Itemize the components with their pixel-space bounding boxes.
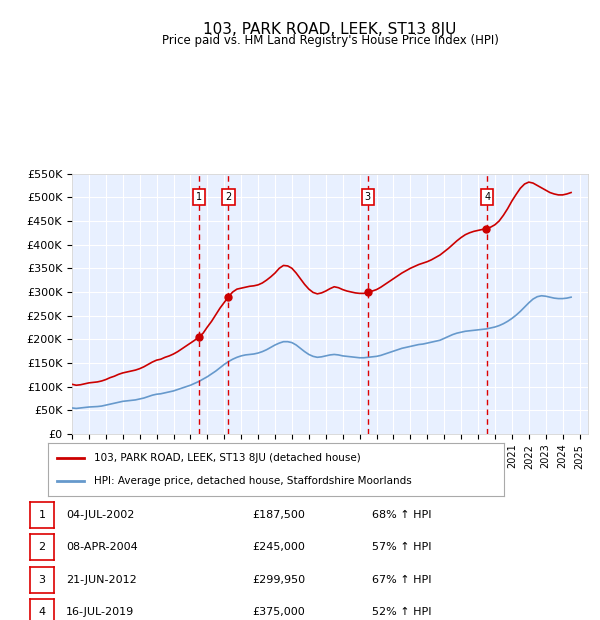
Text: 3: 3	[38, 575, 46, 585]
Text: 4: 4	[38, 607, 46, 617]
Text: 1: 1	[196, 192, 202, 202]
Text: 103, PARK ROAD, LEEK, ST13 8JU (detached house): 103, PARK ROAD, LEEK, ST13 8JU (detached…	[94, 453, 361, 463]
Text: £245,000: £245,000	[252, 542, 305, 552]
Text: 08-APR-2004: 08-APR-2004	[66, 542, 138, 552]
Text: 57% ↑ HPI: 57% ↑ HPI	[372, 542, 431, 552]
Text: £187,500: £187,500	[252, 510, 305, 520]
Text: 4: 4	[484, 192, 490, 202]
Text: 21-JUN-2012: 21-JUN-2012	[66, 575, 137, 585]
Text: 3: 3	[364, 192, 371, 202]
Text: £375,000: £375,000	[252, 607, 305, 617]
Text: 68% ↑ HPI: 68% ↑ HPI	[372, 510, 431, 520]
Text: 2: 2	[38, 542, 46, 552]
Text: 1: 1	[38, 510, 46, 520]
Text: 103, PARK ROAD, LEEK, ST13 8JU: 103, PARK ROAD, LEEK, ST13 8JU	[203, 22, 457, 37]
Text: HPI: Average price, detached house, Staffordshire Moorlands: HPI: Average price, detached house, Staf…	[94, 476, 412, 486]
Text: Price paid vs. HM Land Registry's House Price Index (HPI): Price paid vs. HM Land Registry's House …	[161, 34, 499, 47]
Text: 2: 2	[226, 192, 232, 202]
Text: 16-JUL-2019: 16-JUL-2019	[66, 607, 134, 617]
Text: 67% ↑ HPI: 67% ↑ HPI	[372, 575, 431, 585]
Text: £299,950: £299,950	[252, 575, 305, 585]
Text: 04-JUL-2002: 04-JUL-2002	[66, 510, 134, 520]
Text: 52% ↑ HPI: 52% ↑ HPI	[372, 607, 431, 617]
